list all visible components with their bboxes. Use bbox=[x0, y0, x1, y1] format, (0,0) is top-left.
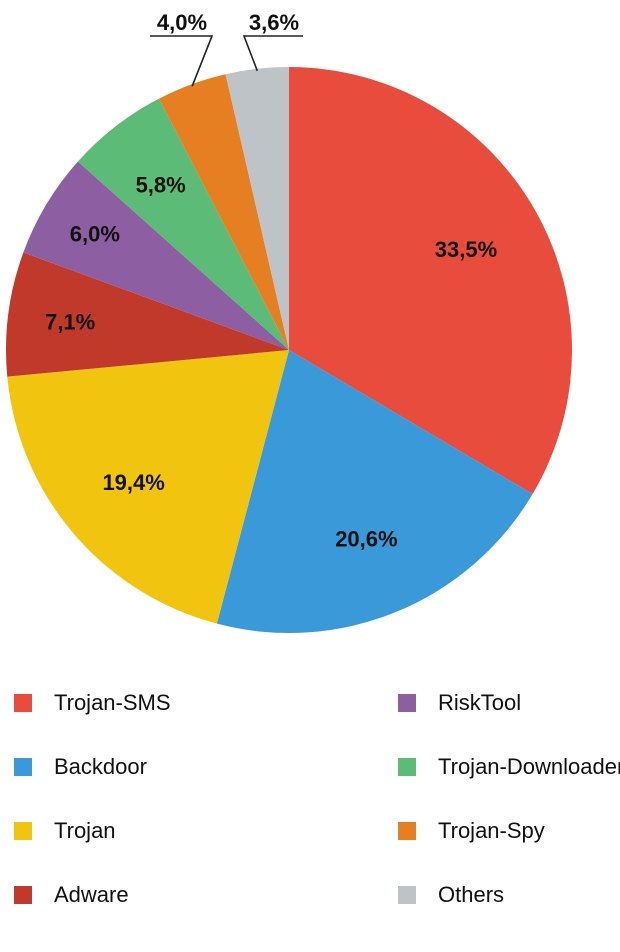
slice-trojan bbox=[7, 350, 290, 624]
callout-leaders bbox=[150, 35, 303, 87]
slice-label-adware: 7,1% bbox=[45, 310, 95, 335]
callout-label-others: 3,6% bbox=[249, 10, 299, 35]
slice-label-trojan: 19,4% bbox=[102, 470, 164, 495]
slice-labels: 33,5% 20,6% 19,4% 7,1% 6,0% 5,8% 4,0% 3,6% bbox=[45, 10, 497, 551]
callout-leader-others bbox=[242, 35, 303, 72]
slice-label-backdoor: 20,6% bbox=[335, 526, 397, 551]
slice-trojan-downloader bbox=[77, 98, 290, 351]
slice-label-risktool: 6,0% bbox=[70, 222, 120, 247]
slice-backdoor bbox=[216, 350, 533, 633]
slice-others bbox=[225, 67, 289, 350]
callout-label-trojan-spy: 4,0% bbox=[157, 10, 207, 35]
slice-label-trojan-sms: 33,5% bbox=[435, 237, 497, 262]
slice-risktool bbox=[23, 161, 289, 350]
callout-leader-trojan-spy bbox=[150, 35, 214, 87]
slice-trojan-spy bbox=[158, 74, 289, 350]
slice-trojan-sms bbox=[289, 67, 572, 495]
slice-label-trojan-downloader: 5,8% bbox=[136, 173, 186, 198]
pie-slices bbox=[5, 67, 572, 633]
slice-adware bbox=[5, 252, 289, 377]
